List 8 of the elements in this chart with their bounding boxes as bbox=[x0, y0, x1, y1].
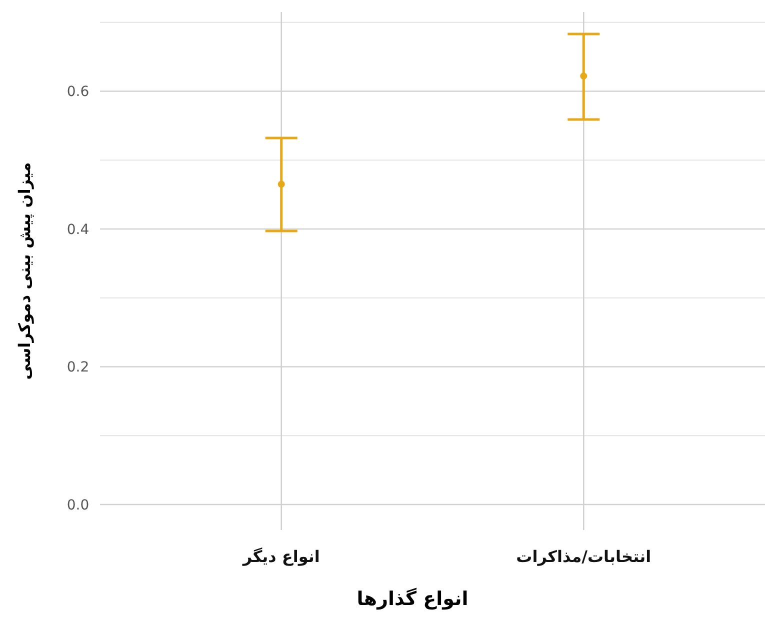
y-tick-label: 0.6 bbox=[66, 84, 90, 100]
x-tick-label: انواع دیگر bbox=[242, 547, 320, 566]
x-tick-label: انتخابات/مذاکرات bbox=[516, 547, 652, 566]
y-tick-label: 0.2 bbox=[66, 360, 90, 376]
x-axis-title: انواع گذارها bbox=[356, 587, 468, 610]
y-tick-label: 0.0 bbox=[66, 498, 90, 514]
y-axis-title: میزان پیش بینی دموکراسی bbox=[15, 162, 34, 380]
y-tick-label: 0.4 bbox=[66, 222, 90, 238]
